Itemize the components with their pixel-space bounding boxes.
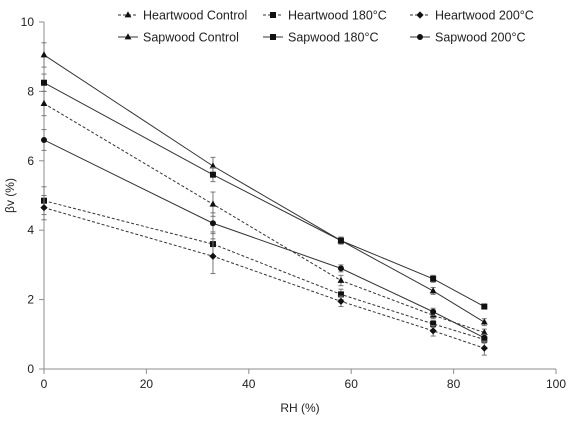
legend-item-1: Heartwood Control [118,9,247,23]
marker-square [270,34,276,40]
legend-label: Heartwood 200°C [435,9,534,23]
series-line [43,207,485,349]
marker-square [270,12,276,18]
marker-diamond [429,327,437,335]
marker-triangle [209,162,217,169]
y-axis-title: βv (%) [3,178,17,213]
marker-triangle [480,328,488,335]
legend-item-6: Sapwood 200°C [410,31,525,45]
legend-label: Sapwood Control [143,31,239,45]
marker-circle [209,220,216,227]
series-line [43,82,485,307]
series-layer [40,42,488,356]
x-tick-label: 60 [345,377,359,391]
marker-square [209,171,216,178]
legend-label: Heartwood Control [143,9,247,23]
x-tick-label: 20 [140,377,154,391]
marker-triangle [429,287,437,294]
marker-diamond [40,204,48,212]
marker-triangle [40,99,48,106]
marker-diamond [209,252,217,260]
x-tick-label: 80 [447,377,461,391]
marker-triangle [124,33,132,40]
legend-label: Sapwood 200°C [435,31,525,45]
series-line [43,139,485,339]
legend-item-3: Heartwood 200°C [410,9,534,23]
x-tick-label: 100 [546,377,566,391]
series-line [43,54,485,323]
x-axis-title: RH (%) [280,401,319,415]
marker-diamond [480,344,488,352]
marker-circle [337,265,344,272]
legend-label: Sapwood 180°C [288,31,378,45]
y-tick-label: 2 [27,293,34,307]
legend-item-5: Sapwood 180°C [263,31,378,45]
y-tick-label: 4 [27,223,34,237]
y-tick-label: 6 [27,154,34,168]
legend-item-4: Sapwood Control [118,31,239,45]
series-1 [40,90,488,337]
legend-label: Heartwood 180°C [288,9,387,23]
series-4 [40,42,488,327]
legend-item-2: Heartwood 180°C [263,9,387,23]
y-tick-label: 0 [27,362,34,376]
marker-circle [41,136,47,143]
y-tick-label: 10 [21,15,35,29]
series-3 [40,195,488,356]
marker-triangle [480,318,488,325]
marker-circle [430,308,437,315]
series-line [43,200,485,340]
series-6 [41,129,488,342]
y-tick-label: 8 [27,84,34,98]
x-tick-label: 40 [242,377,256,391]
marker-square [337,291,344,298]
marker-triangle [337,276,345,283]
marker-triangle [209,200,217,207]
marker-square [337,237,344,244]
series-5 [41,73,488,310]
marker-square [430,320,437,327]
marker-triangle [40,51,48,58]
marker-diamond [337,297,345,305]
series-line [43,103,485,334]
marker-square [41,79,47,86]
marker-square [430,275,437,282]
marker-square [481,303,488,310]
marker-triangle [124,11,132,18]
legend: Heartwood Control Heartwood 180°C Heartwoo… [118,9,534,45]
marker-circle [481,334,488,341]
marker-circle [417,34,423,40]
marker-diamond [416,11,424,19]
x-tick-label: 0 [41,377,48,391]
series-2 [41,186,488,344]
